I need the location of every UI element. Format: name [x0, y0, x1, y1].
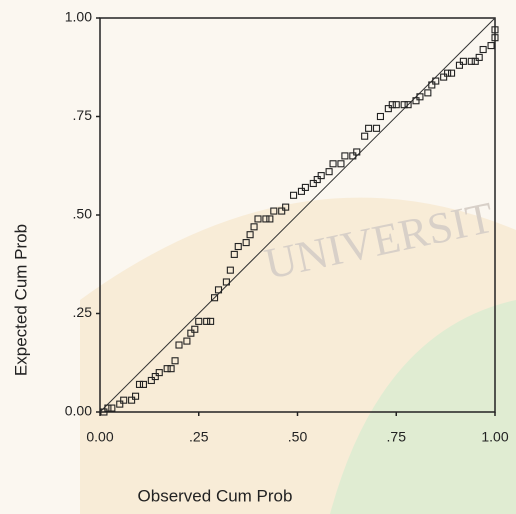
y-tick-label: .75 [73, 107, 93, 123]
chart: UNIVERSIT Observed Cum Prob Expected Cum… [0, 0, 516, 514]
y-tick-label: 0.00 [65, 403, 92, 419]
y-axis-label: Expected Cum Prob [11, 224, 30, 376]
x-axis-label: Observed Cum Prob [138, 486, 293, 505]
x-tick-label: .25 [189, 429, 209, 445]
x-tick-label: .50 [288, 429, 308, 445]
x-tick-label: 0.00 [86, 429, 113, 445]
x-tick-label: .75 [387, 429, 407, 445]
y-tick-label: 1.00 [65, 9, 92, 25]
page: UNIVERSIT Observed Cum Prob Expected Cum… [0, 0, 516, 514]
y-tick-label: .25 [73, 304, 93, 320]
x-tick-label: 1.00 [481, 429, 508, 445]
y-tick-label: .50 [73, 206, 93, 222]
